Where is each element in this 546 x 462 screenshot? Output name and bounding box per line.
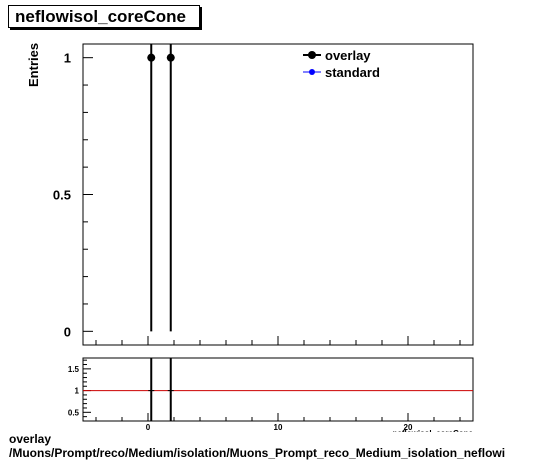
plot-title: neflowisol_coreCone [15, 7, 186, 26]
footer-line-2: /Muons/Prompt/reco/Medium/isolation/Muon… [9, 446, 506, 460]
y-tick-label: 1 [64, 51, 71, 66]
ratio-y-tick-label: 0.5 [68, 408, 80, 417]
ratio-x-axis-label: neflowisol_coreCone [393, 429, 474, 432]
y-tick-label: 0 [64, 324, 71, 339]
main-plot-frame [82, 43, 474, 346]
ratio-x-tick-label: 0 [146, 423, 151, 432]
plot-title-box: neflowisol_coreCone [8, 5, 200, 28]
ratio-x-tick-label: 10 [274, 423, 283, 432]
ratio-plot-frame [82, 357, 474, 422]
legend-marker-standard [309, 69, 315, 75]
overlay-point [166, 53, 175, 62]
chart-canvas: 0 0.5 1 overlay standard 0.5 1 1.5 0 10 20neflowis… [53, 43, 474, 432]
legend-label-overlay: overlay [325, 48, 371, 63]
legend-marker-overlay [308, 51, 316, 59]
footer-line-1: overlay [9, 432, 52, 446]
overlay-point [147, 53, 156, 62]
y-tick-label: 0.5 [53, 188, 71, 203]
ratio-y-tick-label: 1.5 [68, 365, 80, 374]
ratio-x-tick-label: 20 [404, 423, 413, 432]
ratio-y-tick-label: 1 [75, 387, 80, 396]
legend-label-standard: standard [325, 65, 380, 80]
